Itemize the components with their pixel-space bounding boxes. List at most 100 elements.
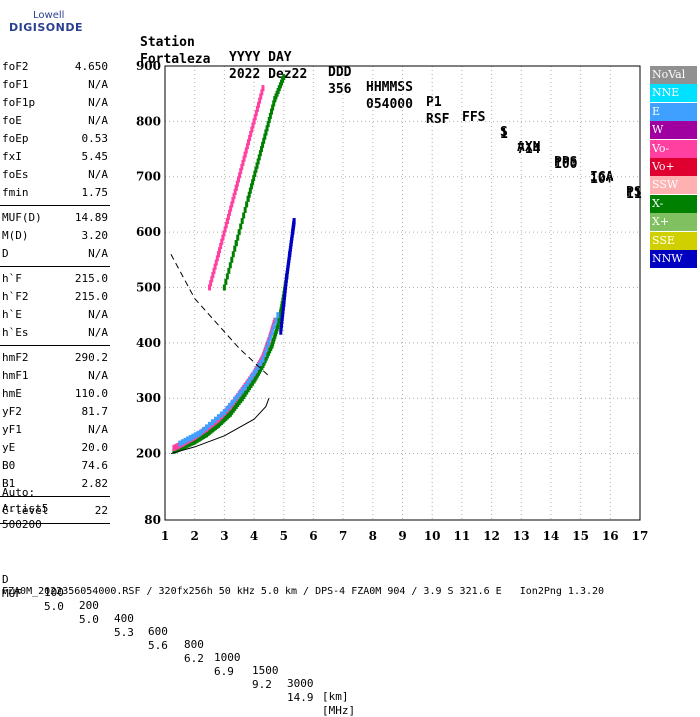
param-row: h`Es N/A bbox=[2, 324, 108, 342]
data-point bbox=[239, 168, 243, 175]
y-tick-label: 300 bbox=[136, 391, 161, 405]
data-point bbox=[236, 176, 240, 183]
data-point bbox=[282, 297, 286, 304]
data-point bbox=[230, 399, 234, 406]
data-point bbox=[193, 432, 197, 439]
data-point bbox=[265, 345, 269, 352]
param-value: 5.45 bbox=[81, 150, 109, 163]
data-point bbox=[233, 396, 237, 403]
param-row: foE N/A bbox=[2, 112, 108, 130]
x-tick-label: 1 bbox=[161, 529, 169, 543]
param-row: M(D) 3.20 bbox=[2, 227, 108, 245]
data-point bbox=[228, 262, 232, 269]
data-point bbox=[258, 97, 262, 104]
data-point bbox=[208, 421, 212, 428]
param-key: h`F2 bbox=[2, 290, 29, 303]
data-point bbox=[242, 212, 246, 219]
data-point bbox=[235, 180, 239, 187]
legend-item: NNW bbox=[650, 250, 697, 268]
legend-item: SSE bbox=[650, 231, 697, 250]
param-key: foEp bbox=[2, 132, 29, 145]
data-point bbox=[223, 226, 227, 233]
y-tick-label: 80 bbox=[144, 513, 161, 527]
header-label: HHMMSS bbox=[366, 80, 413, 95]
header-label: YYYY DAY bbox=[229, 50, 292, 65]
param-key: yF1 bbox=[2, 423, 22, 436]
data-point bbox=[216, 251, 220, 258]
data-point bbox=[270, 328, 274, 335]
data-point bbox=[249, 183, 253, 190]
param-value: 81.7 bbox=[81, 405, 109, 418]
param-row: yF1 N/A bbox=[2, 421, 108, 439]
data-point bbox=[284, 276, 288, 283]
separator bbox=[0, 345, 110, 346]
param-value: N/A bbox=[88, 423, 108, 436]
data-point bbox=[255, 105, 259, 112]
plot-frame bbox=[164, 65, 641, 521]
data-point bbox=[220, 238, 224, 245]
param-value: 14.89 bbox=[74, 211, 108, 224]
param-key: foEs bbox=[2, 168, 29, 181]
footer-muf-value: 6.2 bbox=[184, 652, 204, 665]
data-point bbox=[225, 273, 229, 280]
param-value: 290.2 bbox=[74, 351, 108, 364]
data-point bbox=[242, 155, 246, 162]
y-tick-label: 900 bbox=[136, 59, 161, 73]
data-point bbox=[222, 230, 226, 237]
data-point bbox=[191, 433, 195, 440]
data-point bbox=[252, 370, 256, 377]
data-point bbox=[246, 139, 250, 146]
x-tick-label: 10 bbox=[424, 529, 441, 543]
data-point bbox=[232, 193, 236, 200]
param-key: foF2 bbox=[2, 60, 29, 73]
data-point bbox=[282, 294, 286, 301]
data-point bbox=[238, 172, 242, 179]
param-row: B1 2.82 bbox=[2, 475, 108, 493]
legend-item: X+ bbox=[650, 213, 697, 232]
param-value: N/A bbox=[88, 326, 108, 339]
param-row: hmF2 290.2 bbox=[2, 349, 108, 367]
param-row: MUF(D) 14.89 bbox=[2, 209, 108, 227]
header-label: PPS bbox=[554, 155, 578, 170]
data-point bbox=[281, 311, 285, 318]
param-row: foEp 0.53 bbox=[2, 130, 108, 148]
footer-muf-label: MUF bbox=[2, 587, 22, 600]
data-point bbox=[259, 93, 263, 100]
data-point bbox=[259, 146, 263, 153]
data-point bbox=[214, 259, 218, 266]
clevel-key: C-level bbox=[2, 504, 49, 517]
data-point bbox=[230, 201, 234, 208]
data-point bbox=[263, 350, 267, 357]
x-tick-label: 16 bbox=[602, 529, 619, 543]
data-point bbox=[233, 188, 237, 195]
param-key: M(D) bbox=[2, 229, 29, 242]
x-tick-label: 15 bbox=[572, 529, 589, 543]
data-point bbox=[224, 278, 228, 285]
header-labels: Station YYYY DAY DDD HHMMSS P1 FFS S AXN… bbox=[140, 20, 642, 200]
header-label: FFS bbox=[462, 110, 486, 125]
param-key: hmF1 bbox=[2, 369, 29, 382]
param-value: N/A bbox=[88, 78, 108, 91]
header-label: DDD bbox=[328, 65, 352, 80]
header-label: S bbox=[500, 125, 508, 140]
x-tick-label: 12 bbox=[483, 529, 500, 543]
header-label: IGA bbox=[590, 170, 614, 185]
data-point bbox=[227, 267, 231, 274]
header-label: PS bbox=[626, 185, 642, 200]
header-value: Fortaleza bbox=[140, 52, 211, 67]
param-key: hmE bbox=[2, 387, 22, 400]
data-point bbox=[231, 251, 235, 258]
data-point bbox=[257, 101, 261, 108]
data-point bbox=[279, 328, 283, 335]
x-tick-label: 9 bbox=[398, 529, 406, 543]
data-point bbox=[241, 159, 245, 166]
footer-muf-value: 14.9 bbox=[287, 691, 314, 704]
param-value: 4.650 bbox=[74, 60, 108, 73]
data-point bbox=[196, 430, 200, 437]
param-key: B1 bbox=[2, 477, 16, 490]
separator bbox=[0, 266, 110, 267]
data-point bbox=[280, 314, 284, 321]
param-value: N/A bbox=[88, 308, 108, 321]
footer-d-value: [km] bbox=[322, 690, 349, 703]
param-row: h`F 215.0 bbox=[2, 270, 108, 288]
